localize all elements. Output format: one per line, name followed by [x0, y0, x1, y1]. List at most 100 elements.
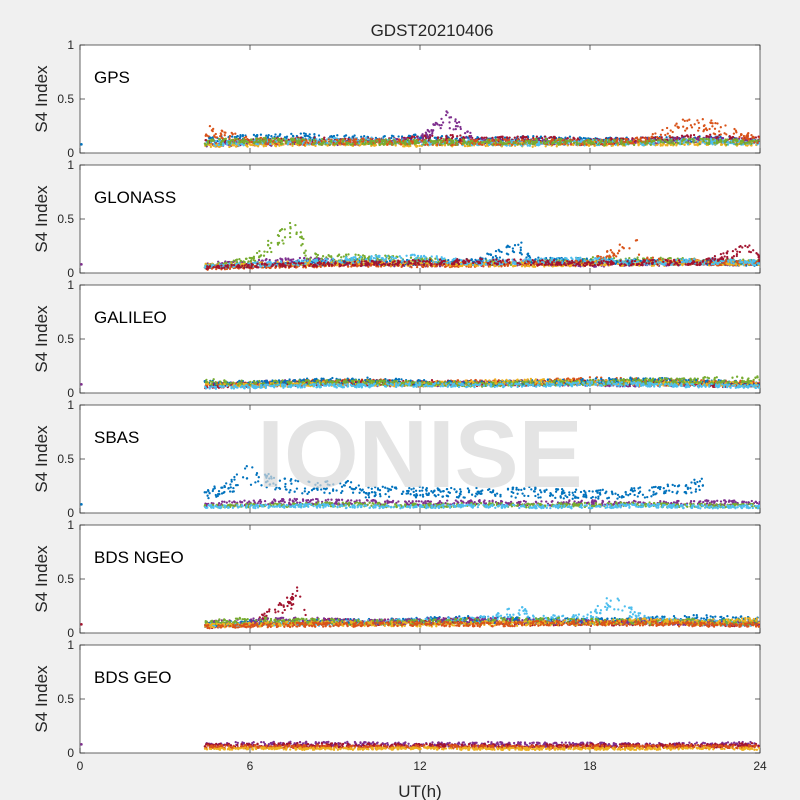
- data-point: [712, 138, 715, 141]
- data-point: [448, 127, 451, 130]
- data-point: [231, 133, 234, 136]
- data-point: [247, 260, 250, 263]
- data-point: [746, 137, 749, 141]
- data-point: [675, 122, 678, 125]
- data-point: [747, 131, 750, 135]
- data-point: [485, 136, 488, 139]
- data-point: [483, 136, 486, 139]
- data-point: [238, 258, 241, 261]
- data-point: [459, 141, 462, 144]
- data-point: [531, 142, 534, 146]
- data-point: [582, 141, 586, 144]
- data-point: [294, 223, 297, 227]
- data-point: [290, 258, 293, 261]
- data-point: [733, 127, 736, 131]
- data-point: [255, 251, 259, 255]
- data-point: [395, 137, 398, 141]
- y-tick-label: 1: [67, 158, 74, 172]
- data-point: [676, 142, 680, 145]
- data-point: [335, 138, 339, 141]
- data-point: [578, 142, 581, 146]
- data-point: [401, 141, 405, 145]
- data-point: [221, 139, 224, 143]
- data-point: [454, 118, 457, 121]
- data-point: [616, 144, 620, 147]
- data-point: [705, 137, 708, 141]
- data-point: [701, 137, 704, 141]
- data-point: [347, 137, 350, 141]
- data-point: [655, 136, 659, 139]
- data-point: [591, 138, 595, 142]
- data-point: [516, 135, 519, 138]
- data-point: [450, 138, 453, 142]
- data-point: [758, 142, 760, 145]
- data-point: [275, 142, 278, 146]
- data-point: [501, 136, 504, 139]
- data-point: [744, 136, 747, 139]
- data-point: [364, 139, 367, 142]
- data-point: [282, 137, 285, 141]
- data-point: [248, 256, 251, 260]
- data-point: [698, 140, 702, 144]
- data-point: [301, 137, 304, 141]
- data-point: [270, 139, 273, 142]
- data-point: [270, 241, 273, 245]
- data-point: [349, 138, 352, 141]
- data-point: [726, 141, 730, 144]
- data-point: [276, 233, 280, 237]
- data-point: [507, 253, 510, 256]
- data-point: [627, 142, 630, 145]
- data-point: [696, 140, 699, 143]
- data-point: [527, 140, 531, 144]
- data-point: [436, 136, 440, 139]
- data-point: [341, 139, 345, 143]
- data-point: [656, 143, 659, 146]
- data-point: [351, 135, 354, 138]
- data-point: [711, 140, 714, 143]
- data-point: [214, 132, 217, 136]
- data-point: [246, 141, 250, 144]
- data-point: [305, 139, 308, 142]
- data-point: [649, 139, 652, 142]
- data-point: [641, 143, 644, 147]
- data-point: [321, 255, 325, 258]
- data-point: [437, 138, 440, 142]
- data-point: [491, 143, 494, 146]
- y-tick-label: 0: [67, 266, 74, 280]
- data-point: [494, 142, 497, 145]
- data-point: [718, 130, 721, 133]
- data-point: [421, 133, 424, 136]
- data-point: [566, 140, 569, 143]
- data-point: [545, 138, 548, 141]
- data-point: [478, 142, 481, 145]
- data-point: [659, 144, 662, 147]
- data-point: [330, 135, 333, 138]
- data-point: [598, 141, 602, 144]
- data-point: [692, 133, 696, 137]
- data-point: [414, 142, 417, 145]
- data-point: [710, 119, 713, 122]
- data-point: [650, 256, 653, 260]
- data-point: [328, 255, 331, 258]
- data-point: [551, 140, 555, 144]
- data-point: [464, 136, 468, 139]
- y-tick-label: 0.5: [57, 212, 74, 226]
- data-point: [347, 141, 350, 145]
- data-point: [597, 143, 600, 146]
- data-point: [384, 138, 387, 141]
- data-point: [620, 141, 623, 144]
- data-point: [684, 129, 687, 132]
- data-point: [303, 256, 306, 260]
- data-point: [307, 141, 310, 145]
- data-point: [234, 145, 238, 148]
- data-point: [559, 141, 562, 144]
- data-point: [735, 140, 739, 143]
- data-point: [308, 138, 312, 142]
- data-point: [758, 139, 760, 142]
- data-point: [456, 125, 459, 128]
- data-point: [702, 130, 705, 133]
- data-point: [304, 141, 307, 144]
- data-point: [734, 129, 738, 132]
- data-point: [578, 136, 581, 139]
- y-axis-label: S4 Index: [32, 65, 51, 133]
